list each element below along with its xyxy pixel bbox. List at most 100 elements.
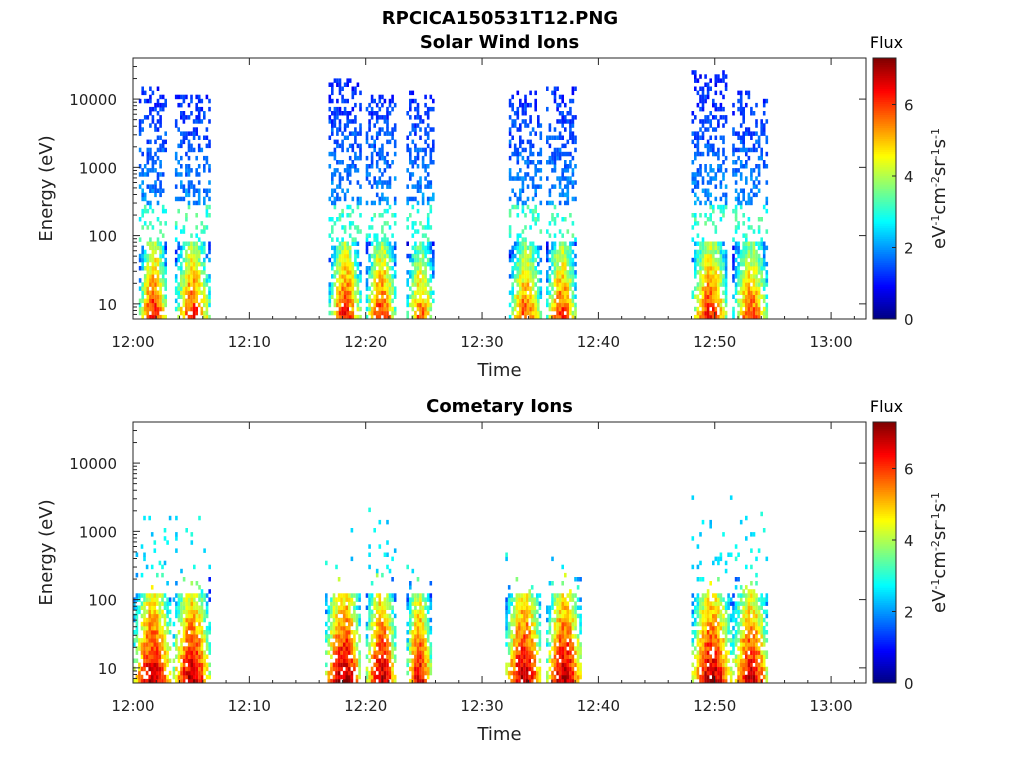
spectrogram-cell [151, 314, 155, 319]
spectrogram-cell [381, 310, 384, 316]
spectrogram-cell [409, 642, 412, 647]
spectrogram-cell [370, 94, 374, 100]
spectrogram-cell [391, 630, 394, 635]
spectrogram-cell [353, 605, 356, 610]
spectrogram-cell [393, 221, 397, 226]
spectrogram-cell [724, 155, 728, 161]
spectrogram-cell [150, 585, 154, 590]
spectrogram-cell [185, 650, 188, 655]
spectrogram-cell [747, 225, 751, 230]
spectrogram-cell [513, 662, 516, 668]
spectrogram-cell [750, 302, 753, 308]
spectrogram-cell [539, 147, 543, 153]
spectrogram-cell [539, 310, 543, 316]
spectrogram-cell [515, 593, 519, 598]
spectrogram-cell [348, 642, 351, 647]
spectrogram-cell [375, 605, 379, 610]
colorbar-step [873, 192, 896, 196]
spectrogram-cell [419, 617, 422, 623]
spectrogram-cell [345, 642, 349, 647]
spectrogram-cell [755, 298, 758, 304]
spectrogram-cell [333, 155, 337, 161]
spectrogram-cell [765, 200, 769, 206]
spectrogram-cell [523, 621, 526, 627]
spectrogram-cell [345, 634, 349, 639]
spectrogram-cell [419, 621, 422, 627]
spectrogram-cell [709, 176, 712, 181]
spectrogram-cell [182, 115, 186, 120]
spectrogram-cell [757, 282, 761, 287]
spectrogram-cell [368, 123, 371, 128]
spectrogram-cell [704, 249, 707, 255]
spectrogram-cell [332, 634, 336, 639]
spectrogram-cell [156, 237, 160, 242]
spectrogram-cell [411, 613, 415, 619]
spectrogram-cell [411, 282, 415, 287]
spectrogram-cell [368, 266, 371, 271]
spectrogram-cell [365, 666, 369, 672]
spectrogram-cell [714, 249, 718, 255]
spectrogram-cell [750, 253, 753, 259]
spectrogram-cell [556, 102, 559, 108]
spectrogram-cell [177, 127, 180, 132]
spectrogram-cell [197, 282, 201, 287]
spectrogram-cell [177, 650, 181, 655]
spectrogram-cell [338, 196, 342, 202]
spectrogram-cell [528, 589, 531, 594]
spectrogram-cell [757, 286, 761, 291]
spectrogram-cell [699, 94, 702, 100]
spectrogram-cell [414, 601, 417, 606]
spectrogram-cell [348, 270, 352, 275]
spectrogram-cell [208, 245, 211, 251]
spectrogram-cell [172, 670, 176, 676]
spectrogram-cell [566, 270, 570, 275]
spectrogram-cell [143, 666, 146, 672]
spectrogram-cell [424, 646, 427, 651]
spectrogram-cell [429, 106, 433, 112]
spectrogram-cell [528, 666, 531, 672]
spectrogram-cell [386, 208, 389, 214]
colorbar-step [873, 255, 896, 259]
spectrogram-cell [208, 286, 211, 291]
spectrogram-cell [752, 253, 756, 259]
spectrogram-cell [370, 241, 374, 246]
spectrogram-cell [336, 98, 339, 104]
spectrogram-cell [159, 257, 162, 263]
spectrogram-cell [724, 119, 728, 124]
spectrogram-cell [149, 290, 152, 295]
spectrogram-cell [414, 634, 417, 639]
spectrogram-cell [341, 310, 344, 316]
spectrogram-cell [365, 654, 369, 659]
spectrogram-cell [411, 160, 415, 165]
spectrogram-cell [391, 106, 394, 112]
spectrogram-cell [200, 310, 204, 316]
spectrogram-cell [516, 200, 520, 206]
spectrogram-cell [406, 597, 409, 602]
spectrogram-cell [358, 650, 361, 655]
spectrogram-cell [551, 605, 554, 610]
spectrogram-cell [166, 609, 169, 615]
spectrogram-cell [742, 249, 745, 255]
spectrogram-cell [343, 196, 347, 202]
spectrogram-cell [739, 270, 743, 275]
spectrogram-cell [153, 613, 157, 619]
spectrogram-cell [519, 98, 522, 104]
spectrogram-cell [526, 294, 530, 299]
spectrogram-cell [195, 642, 199, 647]
spectrogram-cell [760, 151, 763, 157]
spectrogram-cell [331, 90, 334, 96]
spectrogram-cell [368, 601, 371, 606]
spectrogram-cell [190, 143, 193, 149]
spectrogram-cell [518, 650, 521, 655]
spectrogram-cell [429, 147, 433, 153]
spectrogram-cell [701, 102, 705, 108]
spectrogram-cell [177, 94, 180, 100]
spectrogram-cell [156, 135, 160, 140]
spectrogram-cell [378, 253, 382, 259]
spectrogram-cell [182, 646, 186, 651]
spectrogram-cell [185, 94, 188, 100]
spectrogram-cell [141, 253, 144, 259]
spectrogram-cell [526, 266, 530, 271]
